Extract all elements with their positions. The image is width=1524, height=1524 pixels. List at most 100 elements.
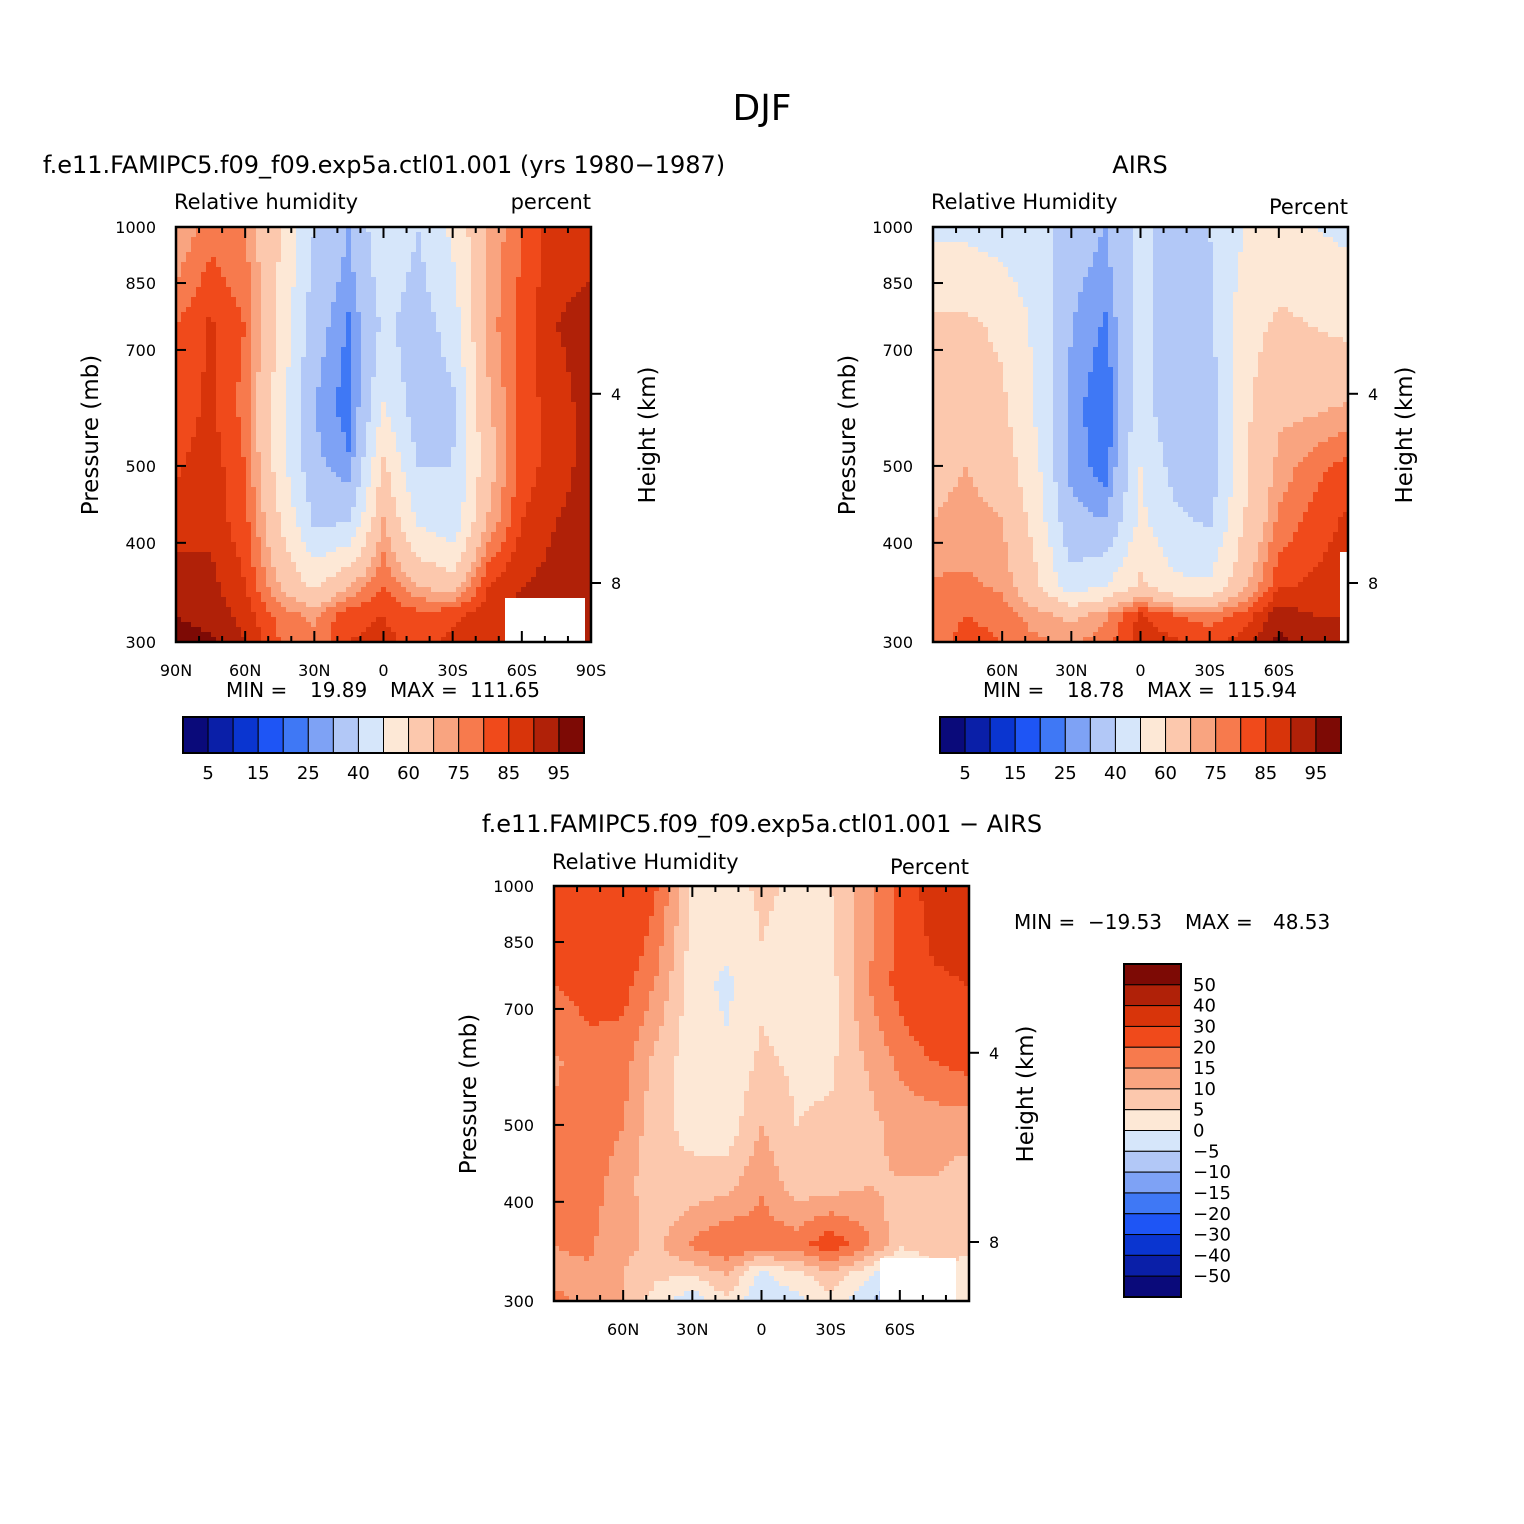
field-cell [366, 497, 372, 503]
field-cell [446, 327, 452, 333]
field-cell [351, 497, 357, 503]
field-cell [466, 442, 472, 448]
field-cell [366, 312, 372, 318]
field-cell [426, 492, 432, 498]
field-cell [181, 407, 187, 413]
field-cell [561, 422, 567, 428]
field-cell [406, 412, 412, 418]
field-cell [196, 382, 202, 388]
field-cell [381, 412, 387, 418]
field-cell [216, 517, 222, 523]
field-cell [201, 277, 207, 283]
field-cell [321, 247, 327, 253]
field-cell [391, 297, 397, 303]
field-cell [281, 422, 287, 428]
field-cell [256, 282, 262, 288]
field-cell [346, 447, 352, 453]
field-cell [371, 312, 377, 318]
field-cell [181, 292, 187, 298]
field-cell [236, 322, 242, 328]
field-cell [496, 462, 502, 468]
field-cell [206, 337, 212, 343]
field-cell [181, 447, 187, 453]
field-cell [521, 457, 527, 463]
field-cell [306, 382, 312, 388]
field-cell [561, 302, 567, 308]
field-cell [496, 312, 502, 318]
field-cell [301, 377, 307, 383]
field-cell [211, 452, 217, 458]
field-cell [486, 497, 492, 503]
field-cell [391, 392, 397, 398]
field-cell [391, 487, 397, 493]
field-cell [366, 357, 372, 363]
field-cell [301, 282, 307, 288]
field-cell [346, 327, 352, 333]
field-cell [301, 417, 307, 423]
field-cell [361, 302, 367, 308]
field-cell [371, 467, 377, 473]
field-cell [261, 417, 267, 423]
field-cell [276, 332, 282, 338]
field-cell [181, 472, 187, 478]
field-cell [456, 492, 462, 498]
field-cell [571, 292, 577, 298]
field-cell [266, 507, 272, 513]
field-cell [446, 482, 452, 488]
field-cell [211, 402, 217, 408]
field-cell [571, 457, 577, 463]
field-cell [301, 502, 307, 508]
field-cell [211, 497, 217, 503]
field-cell [261, 277, 267, 283]
field-cell [581, 327, 587, 333]
field-cell [246, 252, 252, 258]
field-cell [366, 237, 372, 243]
field-cell [296, 372, 302, 378]
field-cell [446, 317, 452, 323]
field-cell [566, 342, 572, 348]
field-cell [516, 507, 522, 513]
field-cell [226, 232, 232, 238]
field-cell [286, 437, 292, 443]
field-cell [266, 392, 272, 398]
field-cell [576, 342, 582, 348]
field-cell [481, 262, 487, 268]
field-cell [446, 462, 452, 468]
field-cell [456, 487, 462, 493]
field-cell [331, 432, 337, 438]
field-cell [331, 502, 337, 508]
field-cell [186, 502, 192, 508]
field-cell [501, 457, 507, 463]
field-cell [561, 232, 567, 238]
field-cell [321, 447, 327, 453]
field-cell [581, 242, 587, 248]
field-cell [296, 472, 302, 478]
field-cell [216, 412, 222, 418]
field-cell [546, 247, 552, 253]
field-cell [276, 447, 282, 453]
field-cell [186, 332, 192, 338]
field-cell [426, 517, 432, 523]
field-cell [411, 252, 417, 258]
field-cell [211, 262, 217, 268]
field-cell [256, 402, 262, 408]
field-cell [386, 412, 392, 418]
field-cell [421, 472, 427, 478]
field-cell [396, 297, 402, 303]
field-cell [216, 342, 222, 348]
field-cell [201, 242, 207, 248]
field-cell [491, 497, 497, 503]
field-cell [561, 297, 567, 303]
field-cell [546, 492, 552, 498]
field-cell [261, 502, 267, 508]
field-cell [286, 452, 292, 458]
field-cell [216, 457, 222, 463]
field-cell [216, 462, 222, 468]
field-cell [516, 402, 522, 408]
field-cell [331, 517, 337, 523]
field-cell [221, 242, 227, 248]
field-cell [456, 482, 462, 488]
field-cell [191, 297, 197, 303]
field-cell [351, 332, 357, 338]
field-cell [521, 397, 527, 403]
